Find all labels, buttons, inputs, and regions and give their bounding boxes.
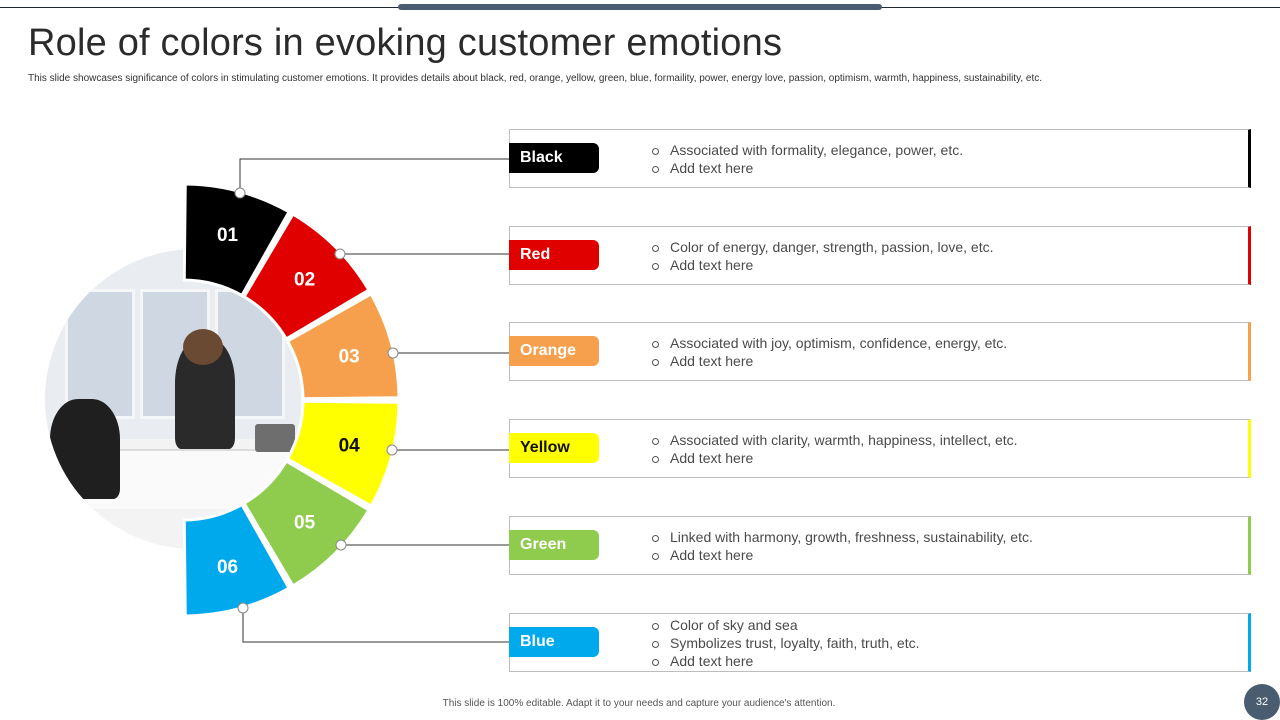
bullet-list: Linked with harmony, growth, freshness, … <box>650 528 1033 564</box>
bullet-item: Color of energy, danger, strength, passi… <box>650 238 993 256</box>
connector-dot-04 <box>386 444 398 456</box>
color-row-orange: Orange Associated with joy, optimism, con… <box>509 322 1251 381</box>
segment-number-02: 02 <box>294 269 315 290</box>
connector-line-06 <box>242 608 509 643</box>
bullet-item: Linked with harmony, growth, freshness, … <box>650 528 1033 546</box>
bullet-list: Associated with clarity, warmth, happine… <box>650 431 1018 467</box>
bullet-item: Add text here <box>650 449 1018 467</box>
photo-window <box>65 289 135 419</box>
color-row-green: Green Linked with harmony, growth, freshn… <box>509 516 1251 575</box>
color-label-green: Green <box>509 530 599 560</box>
color-label-red: Red <box>509 240 599 270</box>
footer-note: This slide is 100% editable. Adapt it to… <box>442 698 836 709</box>
bullet-list: Color of energy, danger, strength, passi… <box>650 238 993 274</box>
segment-number-01: 01 <box>217 225 239 246</box>
bullet-item: Add text here <box>650 159 963 177</box>
connector-dot-06 <box>237 602 249 614</box>
bullet-item: Add text here <box>650 652 920 670</box>
color-label-yellow: Yellow <box>509 433 599 463</box>
color-row-yellow: Yellow Associated with clarity, warmth, h… <box>509 419 1251 478</box>
photo-person <box>50 399 120 499</box>
color-row-blue: Blue Color of sky and sea Symbolizes trust… <box>509 613 1251 672</box>
slide-title: Role of colors in evoking customer emoti… <box>28 22 783 64</box>
slide-subtitle: This slide showcases significance of col… <box>28 73 1042 84</box>
photo-laptop <box>255 424 295 452</box>
segment-number-06: 06 <box>217 557 238 578</box>
connector-dot-05 <box>335 539 347 551</box>
connector-dot-01 <box>234 187 246 199</box>
color-label-black: Black <box>509 143 599 173</box>
color-label-orange: Orange <box>509 336 599 366</box>
ring-segment-04 <box>285 399 401 509</box>
ring-segment-06 <box>182 502 292 618</box>
bullet-item: Symbolizes trust, loyalty, faith, truth,… <box>650 634 920 652</box>
bullet-item: Associated with joy, optimism, confidenc… <box>650 334 1007 352</box>
ring-segment-02 <box>242 212 371 341</box>
ring-segment-03 <box>285 291 401 401</box>
header-accent-bar <box>398 4 882 10</box>
bullet-item: Color of sky and sea <box>650 616 920 634</box>
segment-number-04: 04 <box>339 436 361 457</box>
color-row-red: Red Color of energy, danger, strength, pa… <box>509 226 1251 285</box>
bullet-list: Associated with formality, elegance, pow… <box>650 141 963 177</box>
connector-dot-02 <box>334 248 346 260</box>
color-row-black: Black Associated with formality, elegance… <box>509 129 1251 188</box>
bullet-list: Associated with joy, optimism, confidenc… <box>650 334 1007 370</box>
bullet-item: Associated with formality, elegance, pow… <box>650 141 963 159</box>
bullet-item: Add text here <box>650 352 1007 370</box>
photo-person-head <box>183 329 223 365</box>
bullet-item: Add text here <box>650 256 993 274</box>
page-number: 32 <box>1244 684 1280 720</box>
bullet-item: Add text here <box>650 546 1033 564</box>
segment-number-05: 05 <box>294 513 316 534</box>
segment-number-03: 03 <box>339 346 360 367</box>
connector-dot-03 <box>387 347 399 359</box>
bullet-list: Color of sky and sea Symbolizes trust, lo… <box>650 616 920 670</box>
ring-segment-05 <box>242 459 371 588</box>
color-label-blue: Blue <box>509 627 599 657</box>
ring-segment-01 <box>182 182 292 298</box>
bullet-item: Associated with clarity, warmth, happine… <box>650 431 1018 449</box>
connector-line-01 <box>239 158 509 193</box>
